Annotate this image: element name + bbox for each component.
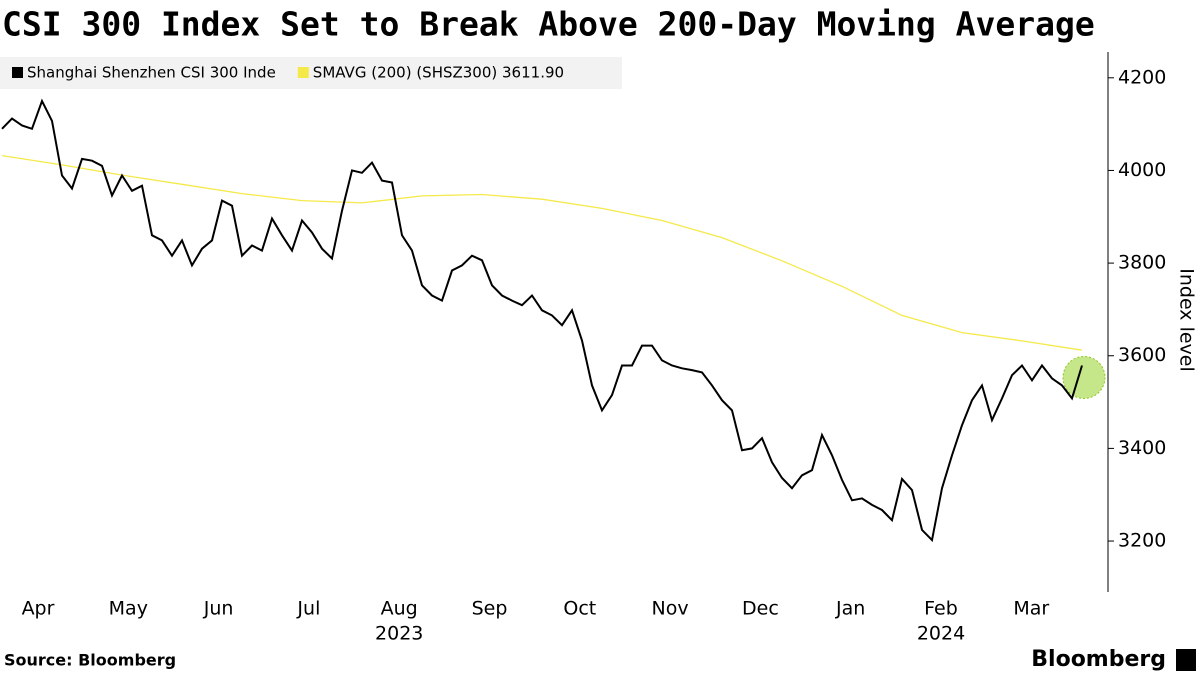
- series-line: [1, 98, 1083, 543]
- year-label: 2024: [917, 623, 965, 645]
- y-tick-label: 3200: [1118, 530, 1166, 552]
- brand: Bloomberg: [1031, 647, 1166, 672]
- x-tick-label: Aug: [381, 598, 418, 620]
- year-label: 2023: [375, 623, 423, 645]
- x-tick-label: Nov: [652, 598, 689, 620]
- y-axis-label: Index level: [1176, 268, 1198, 372]
- x-tick-label: Jul: [296, 598, 320, 620]
- legend-swatch: [12, 67, 23, 78]
- legend-swatch: [297, 67, 309, 78]
- legend-label: Shanghai Shenzhen CSI 300 Inde: [27, 64, 276, 82]
- y-tick-label: 4200: [1118, 66, 1166, 88]
- y-tick-label: 3400: [1118, 437, 1166, 459]
- x-tick-label: Sep: [472, 598, 508, 620]
- y-tick-label: 4000: [1118, 159, 1166, 181]
- legend-label: SMAVG (200) (SHSZ300) 3611.90: [313, 64, 564, 82]
- chart-title: CSI 300 Index Set to Break Above 200-Day…: [2, 5, 1095, 44]
- series-line: [1, 154, 1083, 351]
- y-tick-label: 3800: [1118, 252, 1166, 274]
- x-tick-label: May: [109, 598, 148, 620]
- x-tick-label: Dec: [742, 598, 779, 620]
- x-tick-label: Oct: [563, 598, 596, 620]
- x-tick-label: Jan: [835, 598, 865, 620]
- y-tick-label: 3600: [1118, 344, 1166, 366]
- source: Source: Bloomberg: [4, 651, 176, 670]
- x-tick-label: Mar: [1013, 598, 1049, 620]
- brand-icon: [1176, 649, 1196, 671]
- x-tick-label: Feb: [924, 598, 958, 620]
- x-tick-label: Jun: [203, 598, 234, 620]
- highlight: [1062, 355, 1106, 399]
- x-tick-label: Apr: [22, 598, 55, 620]
- legend-box: [0, 57, 622, 89]
